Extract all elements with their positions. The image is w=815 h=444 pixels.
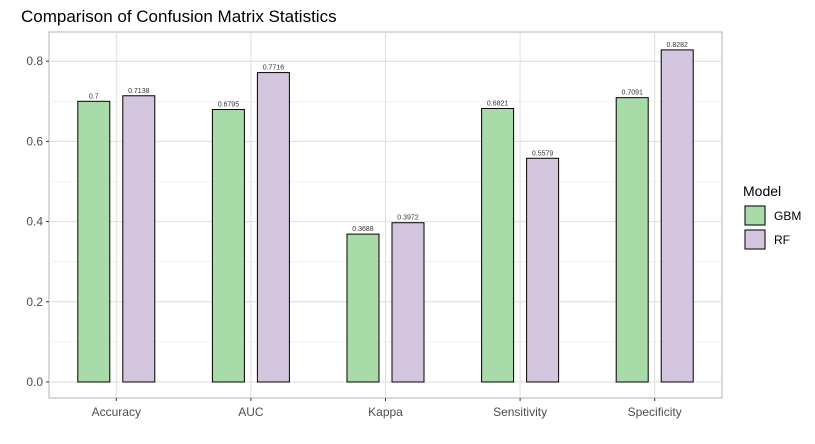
bar-rf-kappa <box>391 222 425 383</box>
data-label: 0.6795 <box>218 102 240 109</box>
legend-label-gbm: GBM <box>774 209 801 223</box>
bar-gbm-sensitivity <box>481 107 515 383</box>
data-label: 0.3688 <box>352 226 374 233</box>
data-label: 0.6821 <box>487 100 509 107</box>
bar-rf-auc <box>256 72 290 383</box>
y-tick-label: 0.0 <box>26 375 43 389</box>
legend: Model GBM RF <box>743 183 801 250</box>
data-label: 0.3972 <box>397 215 419 222</box>
data-label: 0.7716 <box>263 65 285 72</box>
bar-gbm-specificity <box>615 97 649 383</box>
data-label: 0.7138 <box>128 88 150 95</box>
y-tick-label: 0.8 <box>26 54 43 68</box>
bar-gbm-auc <box>211 109 245 383</box>
legend-key-rf <box>744 229 766 250</box>
bar-gbm-kappa <box>346 233 380 383</box>
legend-key-gbm <box>744 205 766 226</box>
x-tick-label: Sensitivity <box>493 405 547 419</box>
bar-rf-sensitivity <box>526 157 560 383</box>
data-label: 0.7091 <box>621 90 643 97</box>
chart-title: Comparison of Confusion Matrix Statistic… <box>21 7 337 26</box>
bar-gbm-accuracy <box>77 100 111 383</box>
y-tick-label: 0.6 <box>26 134 43 148</box>
x-tick-label: Kappa <box>368 405 403 419</box>
data-label: 0.5579 <box>532 150 554 157</box>
data-label: 0.8282 <box>666 42 688 49</box>
plot-area: 0.0 0.2 0.4 0.6 0.8 0.7 0.7138 Accuracy 0.6795 0.… <box>26 31 723 419</box>
legend-label-rf: RF <box>774 233 790 247</box>
x-tick-label: AUC <box>238 405 264 419</box>
y-tick-label: 0.4 <box>26 215 43 229</box>
bar-rf-accuracy <box>122 95 156 383</box>
x-tick-label: Accuracy <box>92 405 141 419</box>
legend-title: Model <box>743 183 781 199</box>
x-tick-label: Specificity <box>628 405 682 419</box>
data-label: 0.7 <box>89 93 99 100</box>
y-tick-label: 0.2 <box>26 295 43 309</box>
bar-rf-specificity <box>660 49 694 383</box>
